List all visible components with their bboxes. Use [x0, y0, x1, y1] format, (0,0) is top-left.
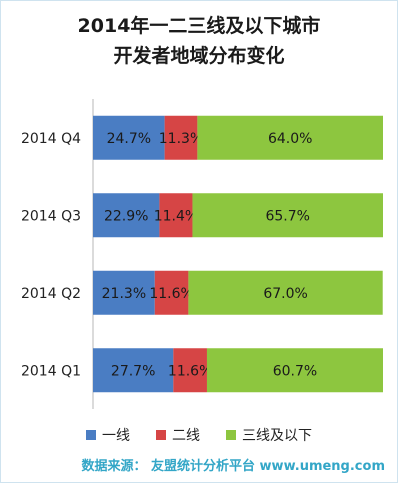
- bar-segment-series-2: [154, 270, 189, 315]
- data-label: 11.3%: [159, 131, 203, 147]
- bar-segment-series-2: [159, 193, 193, 238]
- legend-item-series-3: 三线及以下: [226, 425, 312, 445]
- bar-segment-series-3: [188, 270, 383, 315]
- legend-swatch-series-1: [86, 430, 96, 440]
- data-label: 11.4%: [154, 208, 198, 224]
- bar-segment-series-1: [93, 348, 174, 393]
- bar-segment-series-2: [173, 348, 207, 393]
- data-label: 60.7%: [273, 363, 317, 379]
- legend-label-series-1: 一线: [102, 428, 130, 444]
- legend-label-series-3: 三线及以下: [242, 428, 312, 444]
- bar-segment-series-1: [93, 193, 160, 238]
- chart-title: 2014年一二三线及以下城市 开发者地域分布变化: [1, 11, 397, 71]
- bar-segment-series-2: [164, 115, 198, 160]
- chart-title-line-1: 2014年一二三线及以下城市: [77, 15, 321, 37]
- data-label: 11.6%: [149, 286, 193, 302]
- legend-swatch-series-3: [226, 430, 236, 440]
- chart-title-line-2: 开发者地域分布变化: [113, 45, 285, 67]
- data-label: 27.7%: [111, 363, 155, 379]
- legend: 一线 二线 三线及以下: [1, 425, 397, 445]
- category-label: 2014 Q1: [21, 363, 81, 379]
- data-label: 65.7%: [265, 208, 309, 224]
- legend-swatch-series-2: [156, 430, 166, 440]
- legend-item-series-2: 二线: [156, 425, 200, 445]
- category-label: 2014 Q2: [21, 286, 81, 302]
- data-label: 67.0%: [263, 286, 307, 302]
- data-label: 22.9%: [104, 208, 148, 224]
- legend-label-series-2: 二线: [172, 428, 200, 444]
- data-label: 11.6%: [168, 363, 212, 379]
- bar-segment-series-1: [93, 270, 155, 315]
- legend-item-series-1: 一线: [86, 425, 130, 445]
- data-label: 21.3%: [102, 286, 146, 302]
- data-source-footer: 数据来源： 友盟统计分析平台 www.umeng.com: [81, 459, 386, 474]
- bar-segment-series-3: [206, 348, 383, 393]
- data-label: 64.0%: [268, 131, 312, 147]
- bar-segment-series-3: [197, 115, 383, 160]
- category-label: 2014 Q4: [21, 131, 81, 147]
- bar-segment-series-1: [93, 115, 165, 160]
- data-label: 24.7%: [107, 131, 151, 147]
- bar-segment-series-3: [192, 193, 383, 238]
- category-label: 2014 Q3: [21, 208, 81, 224]
